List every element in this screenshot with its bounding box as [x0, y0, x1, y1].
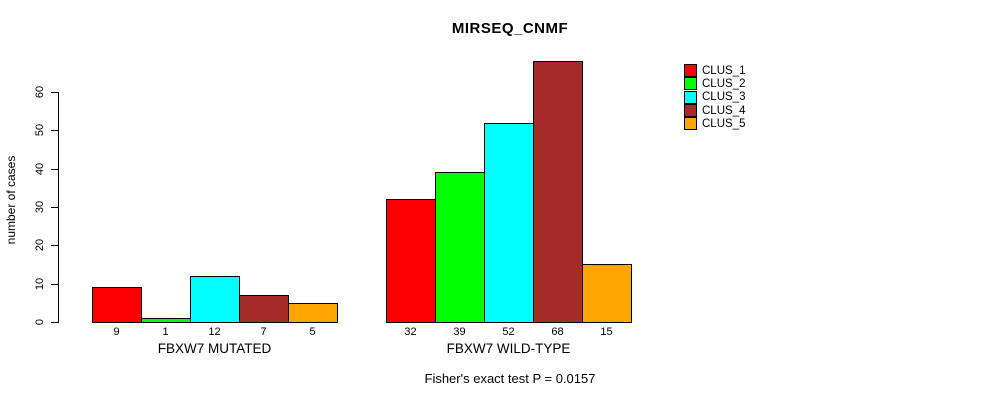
y-tick	[51, 322, 58, 323]
legend-swatch	[684, 104, 697, 118]
bar-value-label: 52	[502, 326, 515, 338]
legend-label: CLUS_5	[702, 117, 746, 130]
legend-label: CLUS_4	[702, 104, 746, 117]
y-tick	[51, 168, 58, 170]
y-tick-label: 0	[34, 318, 46, 326]
legend-label: CLUS_2	[702, 77, 746, 90]
bar-value-label: 7	[260, 326, 267, 338]
y-tick-label: 40	[34, 162, 46, 175]
bar-value-label: 12	[208, 326, 221, 338]
y-tick-label: 30	[34, 200, 46, 214]
legend-row: CLUS_5	[684, 117, 746, 131]
legend-swatch	[684, 77, 697, 91]
legend-swatch	[684, 64, 697, 78]
y-tick-label: 20	[34, 239, 46, 252]
bar-value-label: 1	[162, 326, 169, 338]
bar-value-label: 32	[404, 326, 417, 338]
bar	[435, 172, 485, 323]
fisher-test-annotation: Fisher's exact test P = 0.0157	[424, 371, 596, 386]
legend-row: CLUS_2	[684, 77, 746, 91]
bar-value-label: 39	[453, 326, 466, 338]
y-axis-label: number of cases	[4, 155, 18, 245]
legend-row: CLUS_4	[684, 104, 746, 118]
bar	[484, 123, 534, 323]
group-label: FBXW7 MUTATED	[157, 341, 272, 356]
legend-row: CLUS_1	[684, 64, 746, 78]
y-tick	[51, 245, 58, 247]
bar	[533, 61, 583, 323]
chart-title: MIRSEQ_CNMF	[451, 20, 569, 37]
legend-swatch	[684, 90, 697, 104]
y-tick-label: 60	[34, 85, 46, 99]
group-label: FBXW7 WILD-TYPE	[446, 341, 571, 356]
y-tick-label: 50	[34, 124, 46, 137]
bar-value-label: 15	[600, 326, 613, 338]
bar-value-label: 9	[113, 326, 120, 338]
bar	[141, 318, 191, 323]
bar	[582, 264, 632, 323]
bar	[386, 199, 436, 323]
bar	[288, 303, 338, 323]
legend-label: CLUS_3	[702, 91, 746, 104]
y-tick	[51, 130, 58, 132]
legend-label: CLUS_1	[702, 64, 746, 77]
y-axis-line	[58, 92, 59, 323]
bar	[190, 276, 240, 323]
y-tick	[51, 92, 58, 93]
legend-row: CLUS_3	[684, 90, 746, 104]
legend-swatch	[684, 117, 697, 131]
y-tick	[51, 283, 58, 285]
y-tick-label: 10	[34, 277, 46, 290]
bar-value-label: 5	[309, 326, 316, 338]
legend: CLUS_1 CLUS_2 CLUS_3 CLUS_4 CLUS_5	[684, 64, 746, 131]
bar	[92, 287, 142, 323]
bar-value-label: 68	[551, 326, 564, 338]
bar	[239, 295, 289, 323]
y-tick	[51, 207, 58, 208]
